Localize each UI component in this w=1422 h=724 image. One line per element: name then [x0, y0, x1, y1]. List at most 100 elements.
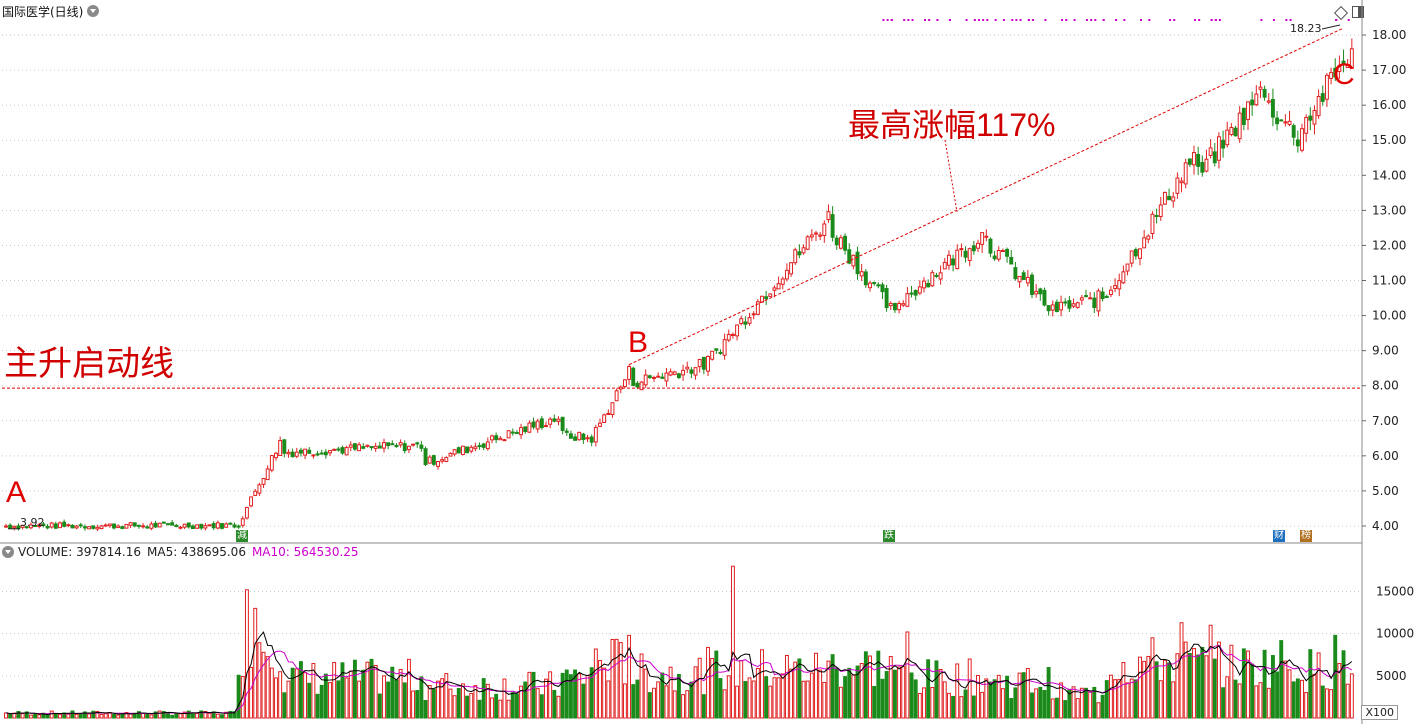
volume-bar — [1088, 691, 1093, 719]
candle-body — [531, 421, 536, 428]
candle-body — [1059, 301, 1064, 311]
volume-bar — [714, 650, 719, 719]
volume-bar — [843, 676, 848, 719]
candle-body — [348, 444, 353, 448]
candle-body — [568, 433, 573, 439]
candle-body — [685, 366, 690, 370]
volume-bar — [822, 681, 827, 719]
candle-body — [141, 525, 146, 528]
candle-body — [120, 526, 125, 529]
candle-body — [1013, 267, 1018, 280]
volume-bar — [764, 676, 769, 719]
candle-body — [1291, 125, 1296, 138]
event-marker-3[interactable]: 财 — [1273, 530, 1285, 542]
volume-bar — [236, 674, 241, 719]
candle-body — [1200, 162, 1205, 173]
marker-a: A — [6, 476, 27, 509]
volume-bar — [643, 668, 648, 719]
volume-bar — [220, 714, 224, 719]
candle-body — [643, 374, 648, 386]
volume-bar — [984, 678, 989, 719]
volume-bar — [1021, 672, 1026, 719]
volume-bar — [1129, 678, 1134, 719]
volume-bar — [1279, 640, 1284, 719]
candle-body — [244, 506, 249, 519]
volume-bar — [917, 692, 922, 719]
volume-bar — [365, 661, 370, 719]
price-tick-label: 11.00 — [1372, 274, 1406, 288]
volume-bar — [710, 658, 715, 719]
event-marker-4[interactable]: 榜 — [1300, 530, 1312, 542]
candle-body — [892, 302, 897, 311]
candle-body — [635, 382, 640, 388]
chevron-down-icon[interactable] — [2, 546, 14, 558]
candle-body — [4, 525, 8, 528]
candle-body — [951, 258, 956, 266]
event-marker-1[interactable]: 減 — [236, 530, 248, 542]
volume-bar — [1108, 674, 1113, 719]
volume-bar — [24, 711, 29, 719]
volume-bar — [934, 660, 939, 719]
volume-bar — [967, 658, 972, 719]
volume-bar — [269, 667, 274, 719]
volume-bar — [411, 690, 416, 719]
candle-body — [523, 426, 528, 433]
signal-dot — [1347, 19, 1350, 21]
candle-body — [1287, 120, 1292, 125]
volume-bar — [377, 693, 382, 719]
volume-bar — [527, 671, 532, 719]
volume-bar — [722, 689, 727, 719]
volume-bar — [1320, 685, 1325, 719]
price-tick-label: 18.00 — [1372, 28, 1406, 42]
high-price-label: 18.23 — [1290, 22, 1322, 35]
candle-body — [112, 523, 116, 529]
volume-bar — [1216, 641, 1221, 719]
event-marker-2[interactable]: 跌 — [883, 530, 895, 542]
volume-bar — [581, 683, 586, 719]
candle-body — [477, 445, 482, 448]
candle-body — [485, 441, 490, 450]
volume-bar — [1316, 652, 1321, 719]
corner-toolbar — [1333, 5, 1364, 21]
volume-bar — [1200, 646, 1205, 719]
candle-body — [967, 248, 972, 261]
candle-body — [1308, 115, 1313, 121]
volume-bar — [431, 688, 436, 719]
signal-dot — [982, 19, 985, 21]
candle-body — [697, 358, 702, 368]
volume-bar — [1096, 702, 1101, 719]
candle-body — [789, 262, 794, 275]
candle-body — [53, 523, 58, 529]
volume-bar — [838, 686, 843, 719]
volume-bar — [1324, 688, 1329, 719]
candle-body — [431, 455, 436, 465]
chevron-down-icon[interactable] — [87, 5, 100, 17]
volume-bar — [514, 693, 519, 719]
panel-toggle-icon[interactable] — [1352, 6, 1364, 18]
candle-body — [988, 238, 993, 254]
candle-body — [1208, 147, 1213, 156]
candle-body — [855, 251, 860, 275]
candle-body — [930, 272, 935, 287]
candle-body — [323, 451, 328, 456]
candle-body — [298, 449, 303, 454]
signal-dot — [1169, 19, 1172, 21]
volume-bar — [1333, 634, 1338, 719]
candle-body — [527, 422, 532, 433]
max-gain-label: 最高涨幅117% — [848, 107, 1056, 143]
candle-body — [1054, 301, 1059, 313]
candle-body — [963, 250, 968, 258]
candle-body — [1237, 112, 1242, 140]
volume-bar — [53, 712, 58, 719]
candle-body — [33, 524, 38, 527]
candle-body — [1071, 303, 1076, 307]
volume-bar — [884, 671, 889, 719]
candle-body — [62, 521, 67, 527]
candle-body — [1167, 195, 1172, 201]
volume-bar — [294, 668, 299, 719]
volume-bar — [730, 565, 735, 719]
volume-bar — [519, 685, 524, 719]
volume-bar — [988, 681, 993, 719]
volume-bar — [58, 714, 62, 719]
candle-body — [959, 248, 964, 251]
